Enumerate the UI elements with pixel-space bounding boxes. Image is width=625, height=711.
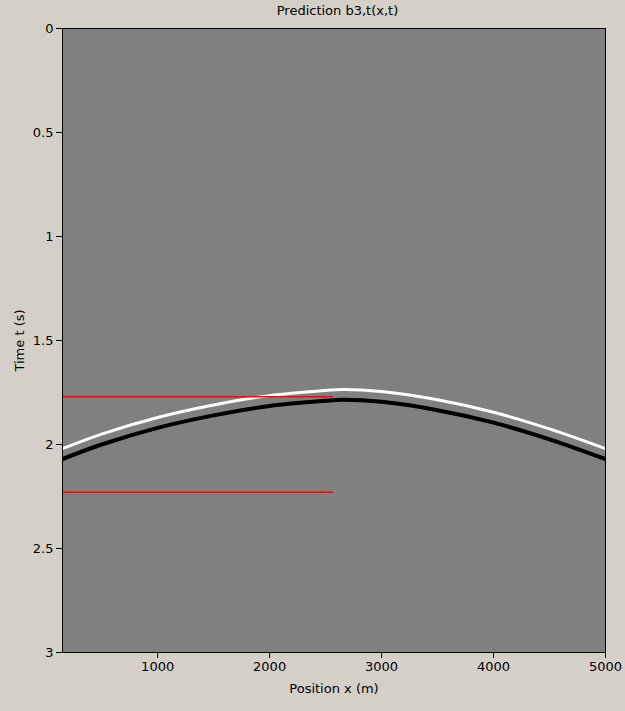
svg-text:5000: 5000 [589, 659, 622, 674]
svg-text:1000: 1000 [141, 659, 174, 674]
svg-text:4000: 4000 [477, 659, 510, 674]
svg-text:Time t (s): Time t (s) [12, 309, 27, 372]
html-text:Prediction b3,t(x,t): Prediction b3,t(x,t) [276, 3, 399, 18]
svg-text:0.5: 0.5 [33, 125, 54, 140]
svg-text:3: 3 [45, 645, 53, 660]
svg-text:Position x (m): Position x (m) [289, 681, 378, 696]
svg-text:1: 1 [45, 229, 53, 244]
svg-text:2.5: 2.5 [33, 541, 54, 556]
svg-text:3000: 3000 [365, 659, 398, 674]
svg-text:2: 2 [45, 437, 53, 452]
svg-text:2000: 2000 [253, 659, 286, 674]
svg-text:1.5: 1.5 [33, 333, 54, 348]
svg-text:0: 0 [45, 22, 53, 36]
